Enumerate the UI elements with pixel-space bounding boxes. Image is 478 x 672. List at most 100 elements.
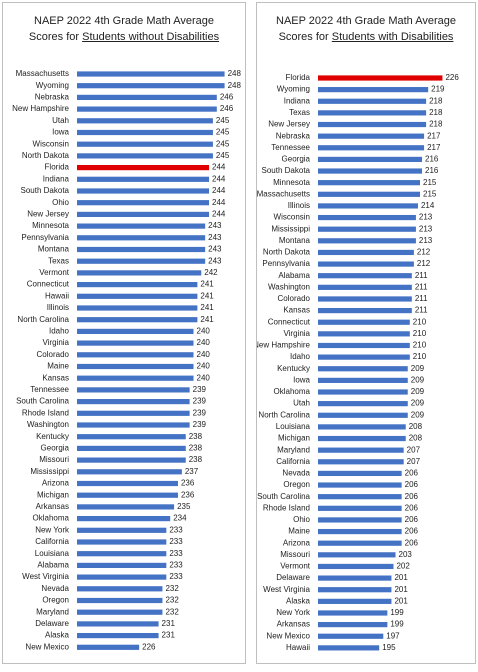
bar: [318, 214, 416, 221]
value-label: 210: [413, 317, 427, 326]
category-label: South Dakota: [262, 166, 311, 175]
value-label: 206: [405, 515, 419, 524]
bar: [318, 517, 402, 523]
category-label: Idaho: [49, 327, 70, 336]
value-label: 212: [417, 259, 431, 268]
category-label: Maine: [47, 362, 69, 371]
value-label: 248: [228, 81, 242, 90]
category-label: Montana: [279, 236, 311, 245]
bar: [318, 110, 427, 116]
bar: [318, 389, 408, 395]
bar: [77, 258, 206, 264]
category-label: New Hampshire: [257, 341, 311, 350]
category-label: Wyoming: [277, 85, 310, 94]
value-label: 206: [405, 538, 419, 547]
bar: [318, 366, 408, 372]
bar: [77, 527, 167, 533]
value-label: 208: [409, 434, 423, 443]
value-label: 206: [405, 503, 419, 512]
value-label: 208: [409, 422, 423, 431]
bar: [318, 342, 410, 349]
bar: [318, 226, 416, 232]
category-label: Iowa: [293, 375, 310, 384]
bar: [318, 622, 388, 628]
category-label: California: [276, 457, 310, 466]
value-label: 244: [212, 186, 226, 195]
value-label: 233: [169, 561, 183, 570]
category-label: New York: [276, 608, 311, 617]
value-label: 239: [193, 408, 207, 417]
bar: [77, 94, 217, 100]
category-label: Connecticut: [268, 317, 311, 326]
bar: [77, 375, 194, 381]
chart-panel: NAEP 2022 4th Grade Math Average Scores …: [2, 2, 246, 664]
category-label: Arkansas: [36, 502, 69, 511]
bar: [77, 363, 194, 370]
category-label: Alabama: [37, 561, 69, 570]
value-label: 207: [407, 445, 421, 454]
bar: [77, 129, 213, 136]
category-label: New Mexico: [25, 642, 69, 651]
category-label: Kansas: [283, 306, 310, 315]
bar: [318, 133, 425, 139]
bar: [77, 586, 163, 592]
category-label: Minnesota: [273, 178, 310, 187]
bar: [318, 331, 410, 337]
bar: [77, 574, 167, 580]
category-label: North Carolina: [17, 315, 69, 324]
value-label: 232: [165, 607, 179, 616]
title-underlined: Students without Disabilities: [82, 31, 220, 43]
value-label: 199: [390, 608, 404, 617]
value-label: 202: [396, 562, 410, 571]
category-label: Florida: [45, 163, 70, 172]
value-label: 243: [208, 233, 222, 242]
bar: [77, 597, 163, 604]
value-label: 218: [429, 120, 443, 129]
value-label: 216: [425, 155, 439, 164]
bar: [318, 180, 420, 186]
category-label: Wisconsin: [33, 139, 69, 148]
category-label: Idaho: [290, 352, 311, 361]
value-label: 241: [200, 303, 214, 312]
value-label: 216: [425, 166, 439, 175]
bar: [77, 387, 190, 393]
value-label: 235: [177, 502, 191, 511]
value-label: 240: [197, 373, 211, 382]
bar: [77, 644, 140, 650]
category-label: New Jersey: [268, 120, 310, 129]
bar: [77, 445, 186, 451]
bar: [77, 504, 175, 510]
value-label: 209: [411, 387, 425, 396]
category-label: West Virginia: [263, 585, 310, 594]
bar: [77, 235, 206, 241]
value-label: 244: [212, 174, 226, 183]
value-label: 241: [200, 315, 214, 324]
value-label: 219: [431, 85, 445, 94]
value-label: 206: [405, 492, 419, 501]
title-text: NAEP 2022 4th Grade Math Average Scores …: [28, 15, 214, 43]
bar: [318, 598, 392, 604]
category-label: Vermont: [39, 268, 70, 277]
bar: [77, 410, 190, 416]
value-label: 239: [193, 397, 207, 406]
value-label: 238: [189, 444, 203, 453]
category-label: Missouri: [280, 550, 310, 559]
bar: [77, 609, 163, 615]
bar: [77, 246, 206, 253]
category-label: Delaware: [276, 573, 310, 582]
bar: [318, 645, 380, 651]
value-label: 197: [386, 631, 400, 640]
category-label: Vermont: [280, 562, 311, 571]
category-label: Rhode Island: [263, 503, 310, 512]
value-label: 240: [197, 327, 211, 336]
category-label: Indiana: [284, 96, 311, 105]
value-label: 226: [445, 73, 459, 82]
value-label: 240: [197, 362, 211, 371]
bar: [318, 87, 429, 93]
category-label: South Carolina: [257, 492, 310, 501]
bar: [318, 505, 402, 511]
category-label: Ohio: [293, 515, 310, 524]
category-label: North Dakota: [263, 248, 311, 257]
category-label: California: [35, 537, 69, 546]
category-label: Georgia: [41, 444, 70, 453]
